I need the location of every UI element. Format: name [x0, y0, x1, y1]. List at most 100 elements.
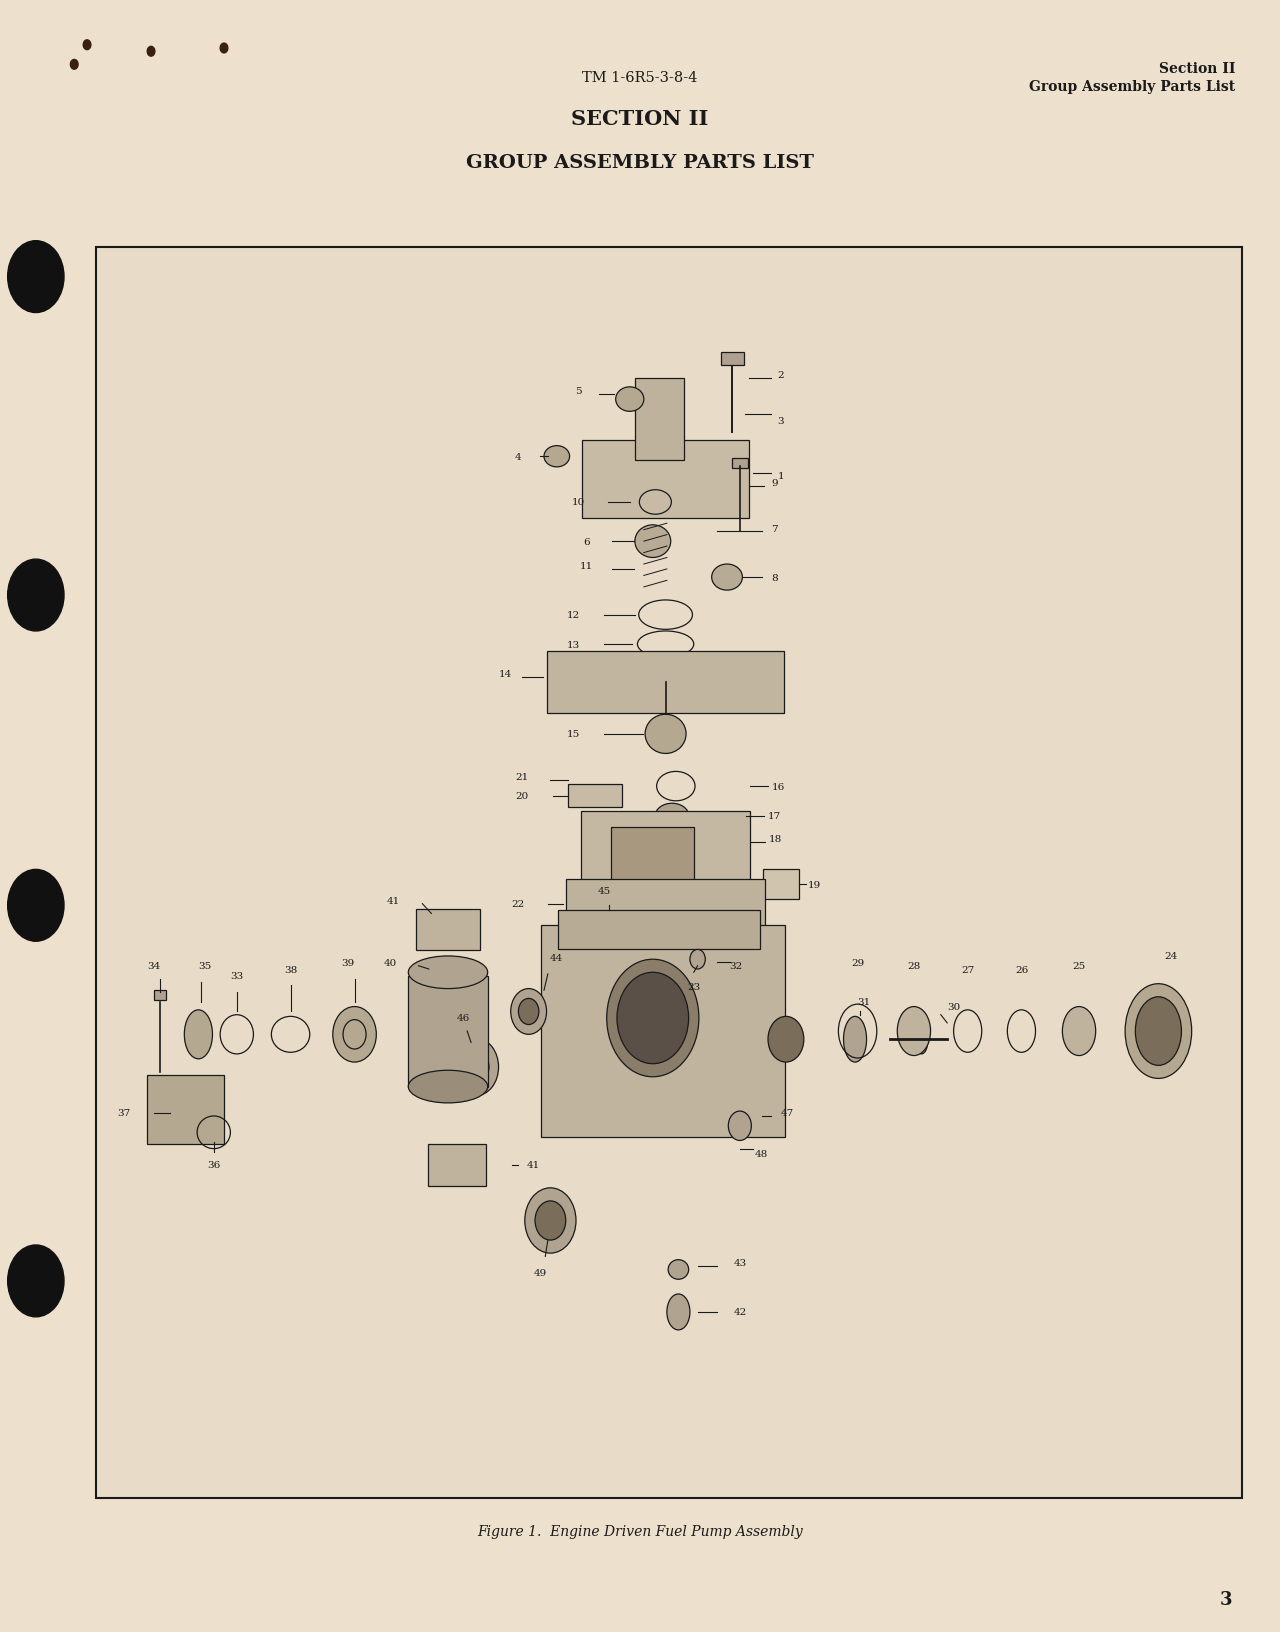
Bar [416, 909, 480, 950]
Bar [566, 880, 765, 929]
Circle shape [220, 44, 228, 54]
Bar [96, 248, 1242, 1498]
Text: 15: 15 [567, 730, 580, 739]
Text: 44: 44 [550, 953, 563, 963]
Ellipse shape [668, 1260, 689, 1279]
Ellipse shape [525, 1188, 576, 1253]
Ellipse shape [712, 565, 742, 591]
Text: 42: 42 [733, 1307, 746, 1317]
Bar [582, 441, 749, 519]
Bar [428, 1144, 485, 1186]
Ellipse shape [408, 956, 488, 989]
Circle shape [8, 242, 64, 313]
Text: 38: 38 [284, 965, 297, 974]
Text: 39: 39 [342, 958, 355, 968]
Bar [558, 911, 760, 950]
Bar [154, 991, 166, 1000]
Ellipse shape [690, 950, 705, 969]
Text: 14: 14 [499, 669, 512, 679]
Circle shape [147, 47, 155, 57]
Text: 43: 43 [733, 1258, 746, 1268]
Text: 7: 7 [771, 524, 778, 534]
Text: 17: 17 [768, 811, 781, 821]
Ellipse shape [454, 1040, 498, 1097]
Text: 22: 22 [512, 899, 525, 909]
Text: SECTION II: SECTION II [571, 109, 709, 129]
Text: Section II: Section II [1158, 62, 1235, 75]
Text: 26: 26 [1015, 965, 1028, 974]
Circle shape [70, 60, 78, 70]
Ellipse shape [535, 1201, 566, 1240]
Text: 41: 41 [387, 896, 399, 906]
Ellipse shape [667, 1294, 690, 1330]
Text: 11: 11 [580, 561, 593, 571]
Circle shape [83, 41, 91, 51]
Text: Group Assembly Parts List: Group Assembly Parts List [1029, 80, 1235, 93]
Ellipse shape [645, 715, 686, 754]
Text: 23: 23 [687, 982, 700, 992]
Text: 32: 32 [730, 961, 742, 971]
Text: 25: 25 [1073, 961, 1085, 971]
Text: 3: 3 [777, 416, 785, 426]
Text: 34: 34 [147, 961, 160, 971]
Text: 4: 4 [515, 452, 522, 462]
Ellipse shape [844, 1017, 867, 1062]
Bar [581, 811, 750, 906]
Text: 30: 30 [947, 1002, 960, 1012]
Text: 21: 21 [516, 772, 529, 782]
Bar [721, 353, 744, 366]
Text: TM 1-6R5-3-8-4: TM 1-6R5-3-8-4 [582, 72, 698, 85]
Bar [635, 379, 684, 460]
Text: 49: 49 [534, 1268, 547, 1278]
Ellipse shape [607, 960, 699, 1077]
Ellipse shape [184, 1010, 212, 1059]
Bar [732, 459, 748, 468]
Ellipse shape [544, 447, 570, 467]
Text: 2: 2 [777, 370, 785, 380]
Text: 46: 46 [457, 1013, 470, 1023]
Text: 36: 36 [207, 1160, 220, 1170]
Ellipse shape [333, 1007, 376, 1062]
Ellipse shape [1135, 997, 1181, 1066]
Bar [147, 1075, 224, 1144]
Text: 19: 19 [808, 880, 820, 889]
Ellipse shape [728, 1111, 751, 1141]
Circle shape [8, 560, 64, 632]
Bar [568, 785, 622, 808]
Text: 27: 27 [961, 965, 974, 974]
Ellipse shape [915, 1025, 928, 1054]
Text: 20: 20 [516, 792, 529, 801]
Bar [408, 976, 488, 1087]
Text: 45: 45 [598, 886, 611, 896]
Text: 48: 48 [755, 1149, 768, 1159]
Bar [763, 870, 799, 899]
Bar [548, 651, 785, 713]
Text: 3: 3 [1220, 1590, 1233, 1609]
Text: 6: 6 [582, 537, 590, 547]
Text: GROUP ASSEMBLY PARTS LIST: GROUP ASSEMBLY PARTS LIST [466, 153, 814, 173]
Text: 12: 12 [567, 610, 580, 620]
Ellipse shape [617, 973, 689, 1064]
Text: 47: 47 [781, 1108, 794, 1118]
Text: 5: 5 [575, 387, 582, 397]
Text: 29: 29 [851, 958, 864, 968]
Ellipse shape [1062, 1007, 1096, 1056]
Ellipse shape [511, 989, 547, 1035]
Text: 31: 31 [858, 997, 870, 1007]
Text: 8: 8 [771, 573, 778, 583]
Ellipse shape [463, 1051, 489, 1084]
Ellipse shape [897, 1007, 931, 1056]
Ellipse shape [655, 803, 689, 827]
Text: 40: 40 [384, 958, 397, 968]
Circle shape [8, 870, 64, 942]
Text: 10: 10 [572, 498, 585, 508]
Text: 16: 16 [772, 782, 785, 792]
Bar [541, 925, 785, 1138]
Text: 24: 24 [1165, 951, 1178, 961]
Ellipse shape [518, 999, 539, 1025]
Bar [612, 827, 694, 889]
Ellipse shape [408, 1071, 488, 1103]
Text: 18: 18 [769, 834, 782, 844]
Text: 41: 41 [527, 1160, 540, 1170]
Ellipse shape [1125, 984, 1192, 1079]
